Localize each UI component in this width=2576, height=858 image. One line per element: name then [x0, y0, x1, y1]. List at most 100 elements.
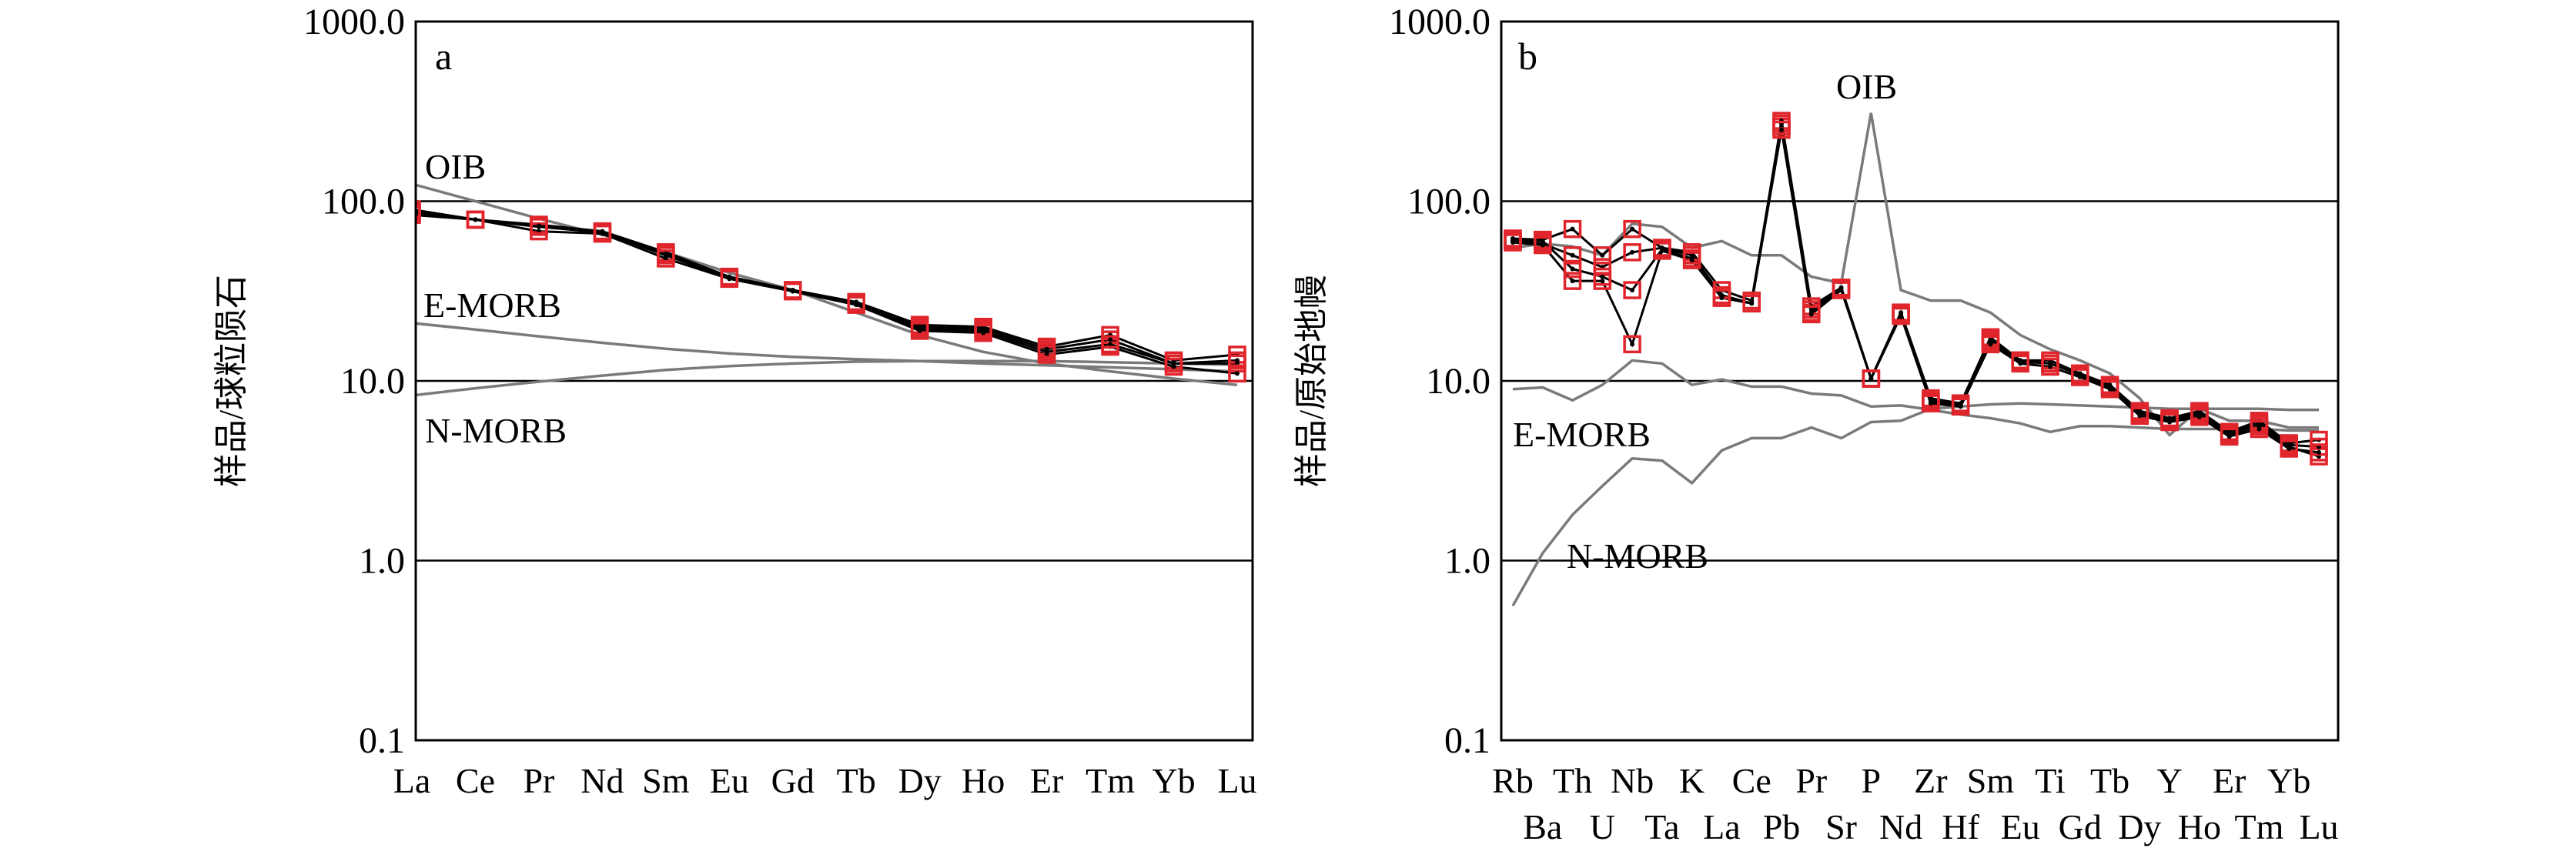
sample-marker	[1832, 281, 1851, 299]
x-tick-label: Ce	[456, 761, 495, 800]
sample-marker-dot	[1779, 127, 1784, 132]
sample-marker	[416, 202, 421, 221]
reference-label: N-MORB	[1567, 536, 1708, 576]
x-tick-label: Tb	[837, 761, 876, 800]
sample-marker	[910, 317, 929, 336]
sample-marker	[1742, 294, 1761, 313]
sample-marker	[2220, 427, 2239, 446]
x-tick-label: Pb	[1763, 807, 1801, 846]
sample-marker-dot	[1928, 401, 1933, 406]
reference-line-n-morb	[416, 359, 1238, 397]
sample-marker-dot	[2287, 446, 2292, 451]
sample-marker-dot	[1808, 312, 1814, 317]
sample-marker-dot	[1630, 226, 1635, 232]
panel-a: 1000.0 100.0 10.0 1.0 0.1 样品/球粒陨石 a La Ce Pr Nd Sm E…	[212, 2, 1257, 800]
sample-marker-dot	[473, 217, 478, 222]
x-tick-label: Yb	[1152, 761, 1195, 800]
sample-marker-dot	[1838, 288, 1844, 293]
sample-marker-dot	[410, 209, 414, 213]
sample-marker-dot	[1570, 252, 1575, 258]
sample-marker	[2160, 412, 2179, 432]
sample-marker-dot	[1719, 295, 1725, 301]
x-tick-label: Sr	[1825, 807, 1857, 846]
x-tick-label: U	[1590, 807, 1615, 846]
reference-line-oib	[1512, 112, 2319, 437]
sample-marker	[784, 281, 802, 299]
x-tick-label: Ta	[1644, 807, 1679, 846]
x-tick-label: La	[393, 761, 431, 800]
sample-marker	[2041, 357, 2059, 376]
sample-marker-dot	[1171, 364, 1176, 369]
sample-marker	[593, 223, 612, 242]
sample-marker-dot	[1540, 239, 1545, 244]
x-tick-label: Tb	[2090, 761, 2129, 800]
plot-frame	[414, 20, 1254, 742]
x-tick-label: Nb	[1611, 761, 1654, 800]
sample-marker-dot	[1108, 337, 1113, 342]
sample-marker-dot	[1510, 240, 1515, 245]
x-tick-label: Tm	[2234, 807, 2283, 846]
sample-marker-dot	[2018, 361, 2023, 366]
sample-marker	[1802, 305, 1821, 324]
sample-marker-dot	[1600, 279, 1605, 284]
sample-line	[1512, 129, 2320, 454]
x-tick-label: Lu	[1217, 761, 1256, 800]
sample-marker-dot	[917, 328, 922, 333]
sample-marker	[2190, 408, 2209, 426]
sample-marker-dot	[1958, 404, 1963, 409]
x-tick-label: Nd	[1879, 807, 1922, 846]
x-tick-label: Rb	[1492, 761, 1534, 800]
sample-marker	[2100, 379, 2119, 399]
sample-marker	[1922, 394, 1940, 412]
sample-marker-dot	[1749, 301, 1755, 306]
sample-marker-dot	[663, 251, 668, 256]
x-tick-label: Er	[1030, 761, 1063, 800]
sample-marker	[1862, 369, 1881, 388]
sample-marker	[1534, 235, 1552, 255]
sample-marker-dot	[1171, 361, 1176, 366]
x-tick-label: Ce	[1732, 761, 1771, 800]
sample-line	[416, 210, 1238, 365]
sample-marker-dot	[1868, 376, 1874, 382]
x-tick-label: Eu	[710, 761, 749, 800]
sample-marker	[2280, 439, 2298, 458]
reference-line-n-morb	[1511, 402, 2319, 607]
x-tick-label: Ba	[1523, 807, 1562, 846]
sample-marker-dot	[981, 330, 986, 336]
x-tick-label: Sm	[642, 761, 690, 800]
y-tick-label: 100.0	[322, 182, 405, 222]
x-tick-label: P	[1862, 761, 1882, 800]
x-tick-label: Tm	[1086, 761, 1135, 800]
panel-letter: a	[435, 35, 452, 78]
y-tick-label: 1000.0	[303, 2, 405, 42]
sample-marker-dot	[410, 210, 414, 215]
sample-marker	[466, 210, 485, 229]
sample-marker-dot	[2196, 411, 2202, 416]
x-tick-label: Er	[2213, 761, 2246, 800]
sample-marker	[1623, 335, 1641, 354]
y-tick-label: 1000.0	[1389, 2, 1490, 42]
plot-area	[410, 183, 1246, 397]
sample-marker	[1772, 120, 1791, 139]
sample-marker-dot	[1600, 252, 1605, 258]
sample-marker	[1623, 243, 1641, 262]
sample-marker-dot	[727, 275, 732, 280]
sample-marker-dot	[1044, 346, 1049, 352]
sample-marker	[2071, 368, 2089, 386]
sample-marker	[2250, 419, 2269, 439]
sample-marker	[1981, 335, 2000, 354]
sample-marker-dot	[600, 230, 605, 235]
sample-marker-dot	[1899, 313, 1904, 319]
x-tick-label: Dy	[2118, 807, 2161, 846]
reference-line-e-morb	[416, 322, 1238, 373]
x-tick-label: Ti	[2035, 761, 2065, 800]
sample-marker	[1712, 289, 1731, 307]
y-tick-label: 0.1	[1444, 720, 1490, 761]
x-tick-label: Ho	[962, 761, 1005, 800]
y-tick-label: 10.0	[340, 361, 405, 402]
reference-line-e-morb	[1512, 359, 2319, 434]
sample-marker-dot	[1630, 249, 1635, 255]
y-tick-label: 0.1	[359, 720, 405, 761]
sample-marker-dot	[1689, 258, 1694, 263]
sample-marker-dot	[1570, 279, 1575, 284]
